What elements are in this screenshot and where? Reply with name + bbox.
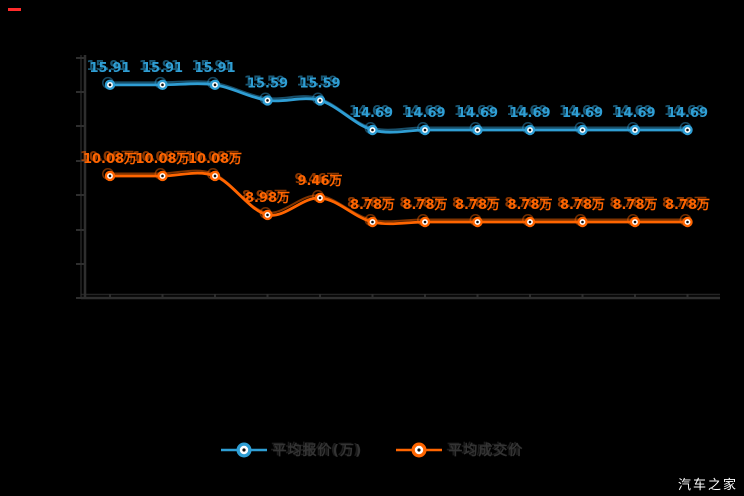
data-point-marker — [207, 76, 221, 91]
data-point-label: 15.91 — [191, 59, 232, 74]
x-axis — [81, 293, 720, 300]
y-axis — [80, 55, 87, 299]
data-point-label: 14.69 — [457, 106, 498, 121]
data-point-label: 9.46万 — [294, 172, 339, 187]
data-point-label: 8.78万 — [350, 198, 395, 213]
data-point-label: 14.69 — [559, 104, 600, 119]
data-point-marker — [154, 168, 168, 182]
data-point-marker — [312, 92, 326, 106]
legend-line-marker-icon — [396, 442, 443, 458]
watermark-autohome: 汽车之家 — [677, 478, 738, 493]
data-point-label: 8.78万 — [504, 196, 549, 211]
data-point-marker — [312, 189, 326, 204]
data-point-marker — [574, 214, 588, 228]
data-point-label: 14.69 — [349, 104, 390, 119]
legend-line-marker-icon — [220, 442, 267, 458]
data-point-label: 8.78万 — [452, 196, 497, 211]
data-point-label: 15.91 — [139, 59, 180, 74]
data-point-marker — [259, 92, 273, 106]
data-point-marker — [102, 168, 116, 182]
data-point-label: 14.69 — [352, 106, 393, 121]
data-point-marker — [522, 214, 536, 228]
data-point-label: 10.08万 — [83, 152, 137, 167]
data-point-label: 10.08万 — [188, 152, 242, 167]
data-point-marker — [417, 122, 431, 136]
data-point-marker — [364, 122, 378, 136]
legend-item-avg-deal-price[interactable]: 平均成交价 — [396, 440, 523, 460]
data-point-marker — [469, 122, 483, 136]
data-point-label: 15.59 — [299, 76, 340, 91]
data-point-label: 8.78万 — [612, 198, 657, 213]
data-point-label: 14.69 — [614, 106, 655, 121]
data-point-label: 8.78万 — [507, 198, 552, 213]
data-point-label: 15.59 — [247, 76, 288, 91]
data-point-label: 15.59 — [296, 74, 337, 89]
data-point-label: 8.78万 — [399, 196, 444, 211]
data-point-label: 14.69 — [664, 104, 705, 119]
data-point-marker — [207, 168, 221, 182]
data-point-label: 14.69 — [611, 104, 652, 119]
data-point-label: 10.08万 — [135, 152, 189, 167]
data-point-marker — [364, 214, 378, 228]
data-point-label: 8.98万 — [242, 189, 287, 204]
data-point-marker — [627, 214, 641, 228]
series-1-line: 10.08万10.08万10.08万10.08万10.08万10.08万8.98… — [80, 150, 710, 228]
data-point-marker — [679, 214, 693, 228]
data-point-label: 8.78万 — [665, 198, 710, 213]
data-point-marker — [574, 122, 588, 136]
data-point-label: 9.46万 — [297, 174, 342, 189]
data-point-label: 14.69 — [509, 106, 550, 121]
data-point-label: 8.78万 — [560, 198, 605, 213]
data-point-marker — [522, 122, 536, 136]
data-point-label: 8.78万 — [402, 198, 447, 213]
data-point-marker — [627, 122, 641, 136]
data-point-marker — [102, 76, 116, 91]
data-point-marker — [259, 206, 273, 221]
data-point-label: 15.91 — [142, 61, 183, 76]
data-point-marker — [154, 76, 168, 91]
data-point-label: 8.78万 — [455, 198, 500, 213]
data-point-label: 14.69 — [404, 106, 445, 121]
data-point-label: 10.08万 — [185, 150, 239, 165]
data-point-label: 15.91 — [194, 61, 235, 76]
data-point-label: 10.08万 — [80, 150, 134, 165]
data-point-label: 8.98万 — [245, 191, 290, 206]
data-point-label: 8.78万 — [609, 196, 654, 211]
data-point-marker — [679, 122, 693, 136]
data-point-label: 14.69 — [401, 104, 442, 119]
data-point-marker — [417, 214, 431, 228]
data-point-label: 15.91 — [86, 59, 127, 74]
data-point-label: 14.69 — [454, 104, 495, 119]
data-point-label: 8.78万 — [662, 196, 707, 211]
data-point-label: 14.69 — [667, 106, 708, 121]
legend-item-label: 平均成交价 — [448, 443, 524, 459]
data-point-label: 15.91 — [89, 61, 130, 76]
axis-ticks — [76, 57, 689, 299]
data-point-label: 15.59 — [244, 74, 285, 89]
chart-legend: 平均报价(万) 平均成交价 — [0, 440, 744, 460]
data-point-marker — [469, 214, 483, 228]
legend-item-label: 平均报价(万) — [272, 443, 363, 459]
data-point-label: 10.08万 — [132, 150, 186, 165]
red-dash-mark — [8, 8, 21, 11]
data-point-label: 8.78万 — [347, 196, 392, 211]
data-point-label: 8.78万 — [557, 196, 602, 211]
data-point-label: 14.69 — [506, 104, 547, 119]
data-point-label: 14.69 — [562, 106, 603, 121]
legend-item-avg-quote[interactable]: 平均报价(万) — [220, 440, 363, 460]
